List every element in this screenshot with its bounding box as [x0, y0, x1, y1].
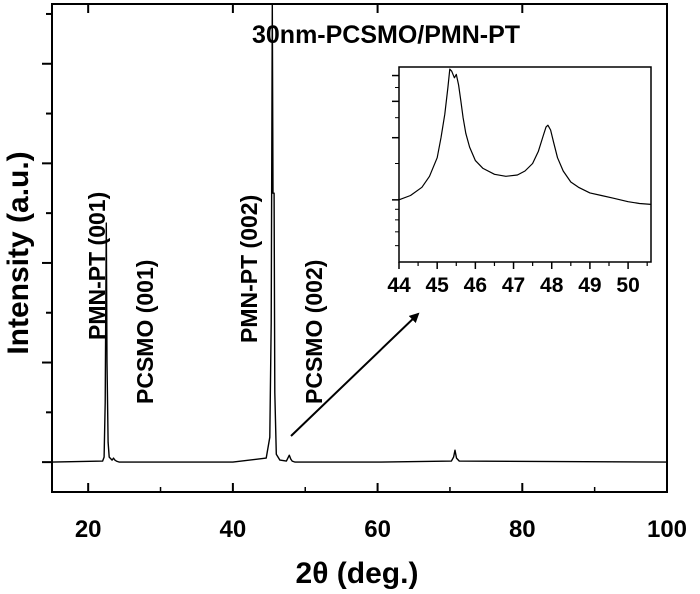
plot-frame	[51, 3, 668, 493]
inset-x-axis-ticks: 44 45 46 47 48 49 50	[387, 262, 648, 297]
peak-label-pcsmo-001: PCSMO (001)	[132, 260, 158, 404]
x-tick-label: 60	[364, 516, 391, 543]
inset-x-tick-label: 44	[387, 274, 411, 297]
inset-series-line	[398, 68, 652, 205]
y-axis-title: Intensity (a.u.)	[2, 151, 35, 354]
series-main	[51, 3, 668, 463]
peak-label-pcsmo-002: PCSMO (002)	[301, 260, 327, 404]
series-line	[51, 3, 668, 463]
x-tick-label: 80	[509, 516, 536, 543]
inset-x-tick-label: 46	[464, 274, 487, 297]
y-axis-ticks	[42, 12, 52, 464]
x-tick-label: 100	[647, 516, 687, 543]
inset-x-tick-label: 48	[540, 274, 564, 297]
inset-x-tick-label: 49	[578, 274, 601, 297]
inset-y-axis-ticks	[392, 74, 399, 247]
series-inset	[398, 68, 652, 205]
x-tick-label: 40	[220, 516, 247, 543]
inset-x-tick-label: 47	[502, 274, 525, 297]
inset-x-tick-label: 50	[616, 274, 639, 297]
inset-x-tick-label: 45	[426, 274, 450, 297]
inset-frame	[398, 66, 652, 263]
x-tick-label: 20	[75, 516, 102, 543]
chart-title: 30nm-PCSMO/PMN-PT	[252, 21, 520, 49]
peak-label-pmnpt-001: PMN-PT (001)	[84, 192, 110, 340]
x-axis-ticks: 20 40 60 80 100	[75, 4, 687, 543]
peak-label-pmnpt-002: PMN-PT (002)	[236, 195, 262, 343]
inset-arrow	[290, 312, 420, 437]
x-axis-title: 2θ (deg.)	[296, 557, 419, 590]
